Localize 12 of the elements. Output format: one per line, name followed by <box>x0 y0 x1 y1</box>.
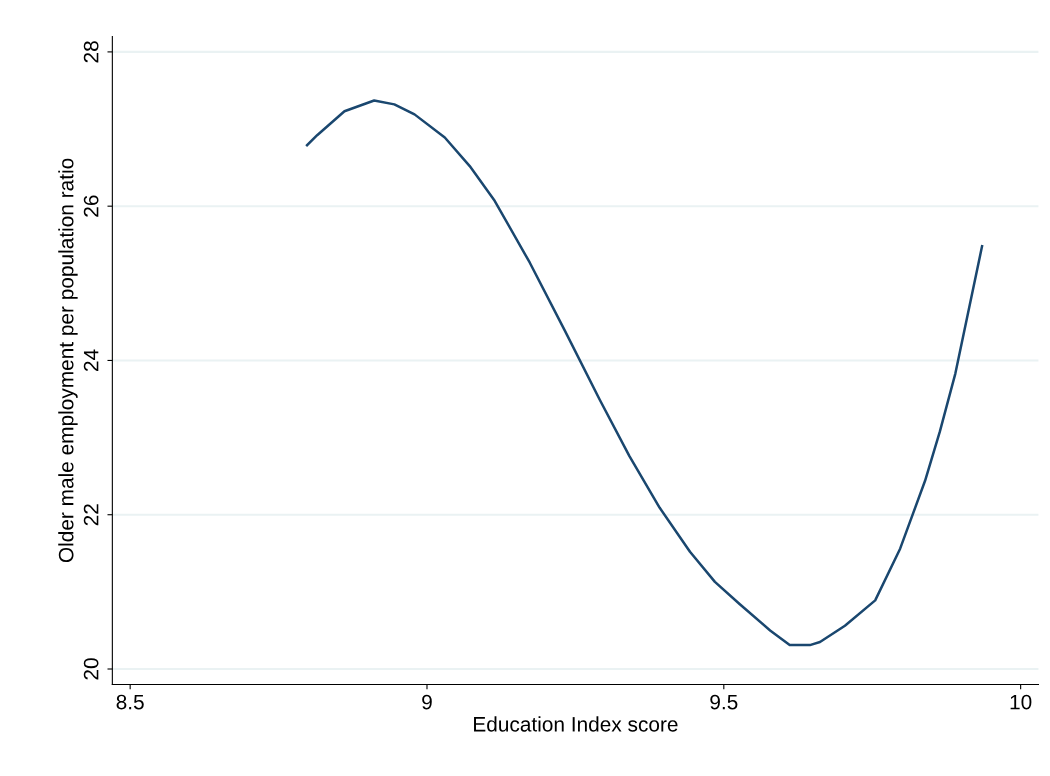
y-tick-label: 20 <box>83 658 99 680</box>
line-series <box>305 99 984 647</box>
x-tick-label: 10 <box>1010 694 1032 710</box>
y-tick-label: 26 <box>83 195 99 217</box>
x-tick-label: 8.5 <box>116 694 144 710</box>
y-tick-label: 28 <box>83 41 99 63</box>
x-axis-title: Education Index score <box>474 716 678 732</box>
y-tick-label: 24 <box>83 349 99 371</box>
y-tick-label: 22 <box>83 504 99 526</box>
y-axis-title: Older male employment per population ratio <box>58 158 78 563</box>
x-tick-label: 9 <box>422 694 432 710</box>
x-tick-label: 9.5 <box>710 694 738 710</box>
